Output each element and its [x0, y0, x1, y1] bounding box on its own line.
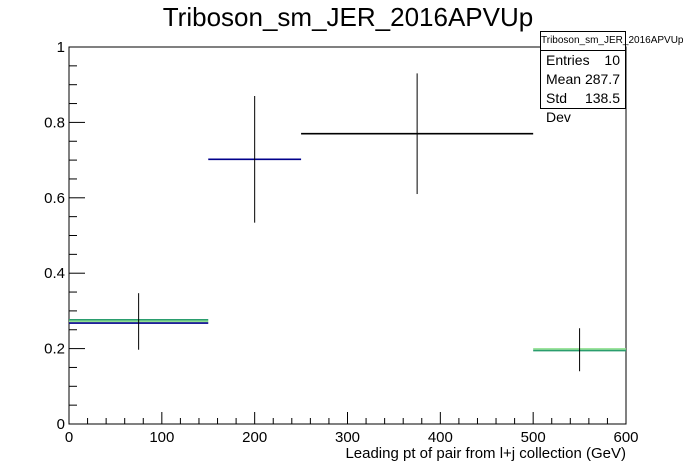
x-tick-label: 600 — [613, 429, 638, 446]
chart-title: Triboson_sm_JER_2016APVUp — [162, 2, 534, 32]
stats-row-mean: Mean 287.7 — [541, 70, 625, 89]
x-tick-label: 100 — [149, 429, 174, 446]
x-tick-label: 500 — [521, 429, 546, 446]
x-tick-label: 300 — [335, 429, 360, 446]
x-tick-label: 200 — [242, 429, 267, 446]
y-tick-label: 0.2 — [44, 341, 65, 358]
stats-label: Entries — [546, 52, 590, 68]
stats-value: 10 — [604, 52, 620, 68]
y-tick-label: 0.8 — [44, 114, 65, 131]
x-tick-label: 400 — [428, 429, 453, 446]
y-tick-label: 0.6 — [44, 190, 65, 207]
stats-value: 287.7 — [584, 71, 620, 87]
y-tick-label: 0.4 — [44, 265, 65, 282]
stats-label: Std Dev — [546, 90, 571, 125]
stats-value: 138.5 — [584, 90, 620, 106]
stats-label: Mean — [546, 71, 582, 87]
x-axis-label: Leading pt of pair from l+j collection (… — [345, 445, 626, 462]
stats-row-stddev: Std Dev 138.5 — [541, 89, 625, 125]
stats-box: Triboson_sm_JER_2016APVUp Entries 10 Mea… — [540, 31, 683, 125]
y-tick-label: 1 — [57, 39, 65, 56]
y-tick-label: 0 — [57, 416, 65, 433]
stats-box-title: Triboson_sm_JER_2016APVUp — [541, 32, 683, 51]
x-tick-label: 0 — [65, 429, 73, 446]
stats-row-entries: Entries 10 — [541, 51, 625, 70]
